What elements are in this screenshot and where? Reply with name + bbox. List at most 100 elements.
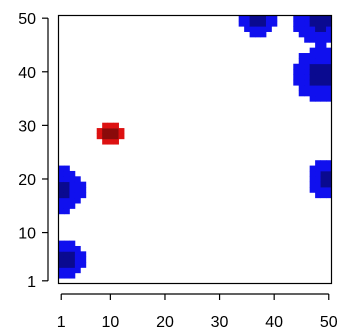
heatmap-cell [63,170,70,177]
heatmap-cell [309,165,316,172]
heatmap-cell [74,262,81,268]
heatmap-cell [69,267,76,274]
heatmap-cell [80,187,87,193]
heatmap-cell [320,74,327,81]
heatmap-cell [304,26,311,32]
heatmap-cell [315,170,321,177]
heatmap-cell [326,15,332,22]
heatmap-cell [102,122,109,129]
heatmap-cell [304,74,311,81]
heatmap-cell [326,69,332,75]
heatmap-cell [320,192,327,199]
heatmap-cell [315,15,321,22]
heatmap-cell [315,63,321,70]
heatmap-cell [298,20,305,27]
heatmap-cell [244,20,250,27]
heatmap-cell [326,47,332,54]
heatmap-cell [265,15,272,22]
heatmap-cell [304,31,311,38]
heatmap-cell [326,20,332,27]
heatmap-cell [265,20,272,27]
heatmap-cell [315,42,321,49]
heatmap-cell [309,69,316,75]
heatmap-cell [113,133,119,140]
heatmap-cell [118,133,125,140]
heatmap-cell [320,181,327,188]
heatmap-cell [326,85,332,91]
heatmap-cell [309,20,316,27]
heatmap-cell [58,187,65,193]
heatmap-cell [74,245,81,252]
heatmap-cell [309,47,316,54]
heatmap-cell [69,170,76,177]
heatmap-cell [315,31,321,38]
heatmap-cell [304,79,311,86]
heatmap-cell [326,31,332,38]
heatmap-cell [315,181,321,188]
heatmap-cell [63,251,70,258]
heatmap-cell [304,15,311,22]
heatmap-cell [309,31,316,38]
heatmap-cell [304,69,311,75]
heatmap-cell [63,245,70,252]
heatmap-cell [320,31,327,38]
heatmap-cell [326,26,332,32]
heatmap-cell [107,133,114,140]
plot-frame [57,14,333,285]
heatmap-cell [107,122,114,129]
heatmap-cell [102,133,109,140]
heatmap-cell [74,176,81,183]
heatmap-cell [320,53,327,59]
heatmap-cell [320,79,327,86]
heatmap-cell [63,208,70,215]
heatmap-cell [298,53,305,59]
heatmap-cell [249,20,256,27]
heatmap-cell [315,90,321,97]
heatmap-cell [320,85,327,91]
heatmap-cell [298,63,305,70]
x-tick-label: 40 [265,314,283,331]
heatmap-cell [249,26,256,32]
heatmap-cell [63,197,70,204]
heatmap-cell [260,31,267,38]
heatmap-cell [244,15,250,22]
heatmap-cell [69,245,76,252]
heatmap-cell [80,256,87,263]
heatmap-cell [293,20,300,27]
heatmap-cell [107,138,114,145]
heatmap-cell [315,176,321,183]
heatmap-cell [326,74,332,81]
heatmap-cell [96,133,103,140]
heatmap-cell [315,69,321,75]
heatmap-cell [80,181,87,188]
heatmap-cell [326,192,332,199]
heatmap-cell [69,192,76,199]
heatmap-cell [265,26,272,32]
heatmap-cell [309,181,316,188]
heatmap-cell [58,203,65,209]
heatmap-cell [96,128,103,134]
heatmap-cell [69,203,76,209]
heatmap-cell [63,272,70,279]
heatmap-cell [293,26,300,32]
heatmap-cell [298,90,305,97]
heatmap-cell [320,36,327,43]
heatmap-cell [326,36,332,43]
heatmap-cell [69,262,76,268]
heatmap-cell [309,85,316,91]
heatmap-cell [271,15,278,22]
heatmap-cell [63,256,70,263]
heatmap-cell [304,53,311,59]
heatmap-cell [309,58,316,65]
heatmap-cell [326,160,332,166]
heatmap-cell [320,90,327,97]
heatmap-cell [74,251,81,258]
heatmap-cell [80,192,87,199]
x-tick-label: 50 [320,314,338,331]
heatmap-cell [293,15,300,22]
heatmap-cell [298,15,305,22]
heatmap-cell [298,31,305,38]
heatmap-cell [58,170,65,177]
heatmap-cell [58,197,65,204]
heatmap-cell [326,63,332,70]
